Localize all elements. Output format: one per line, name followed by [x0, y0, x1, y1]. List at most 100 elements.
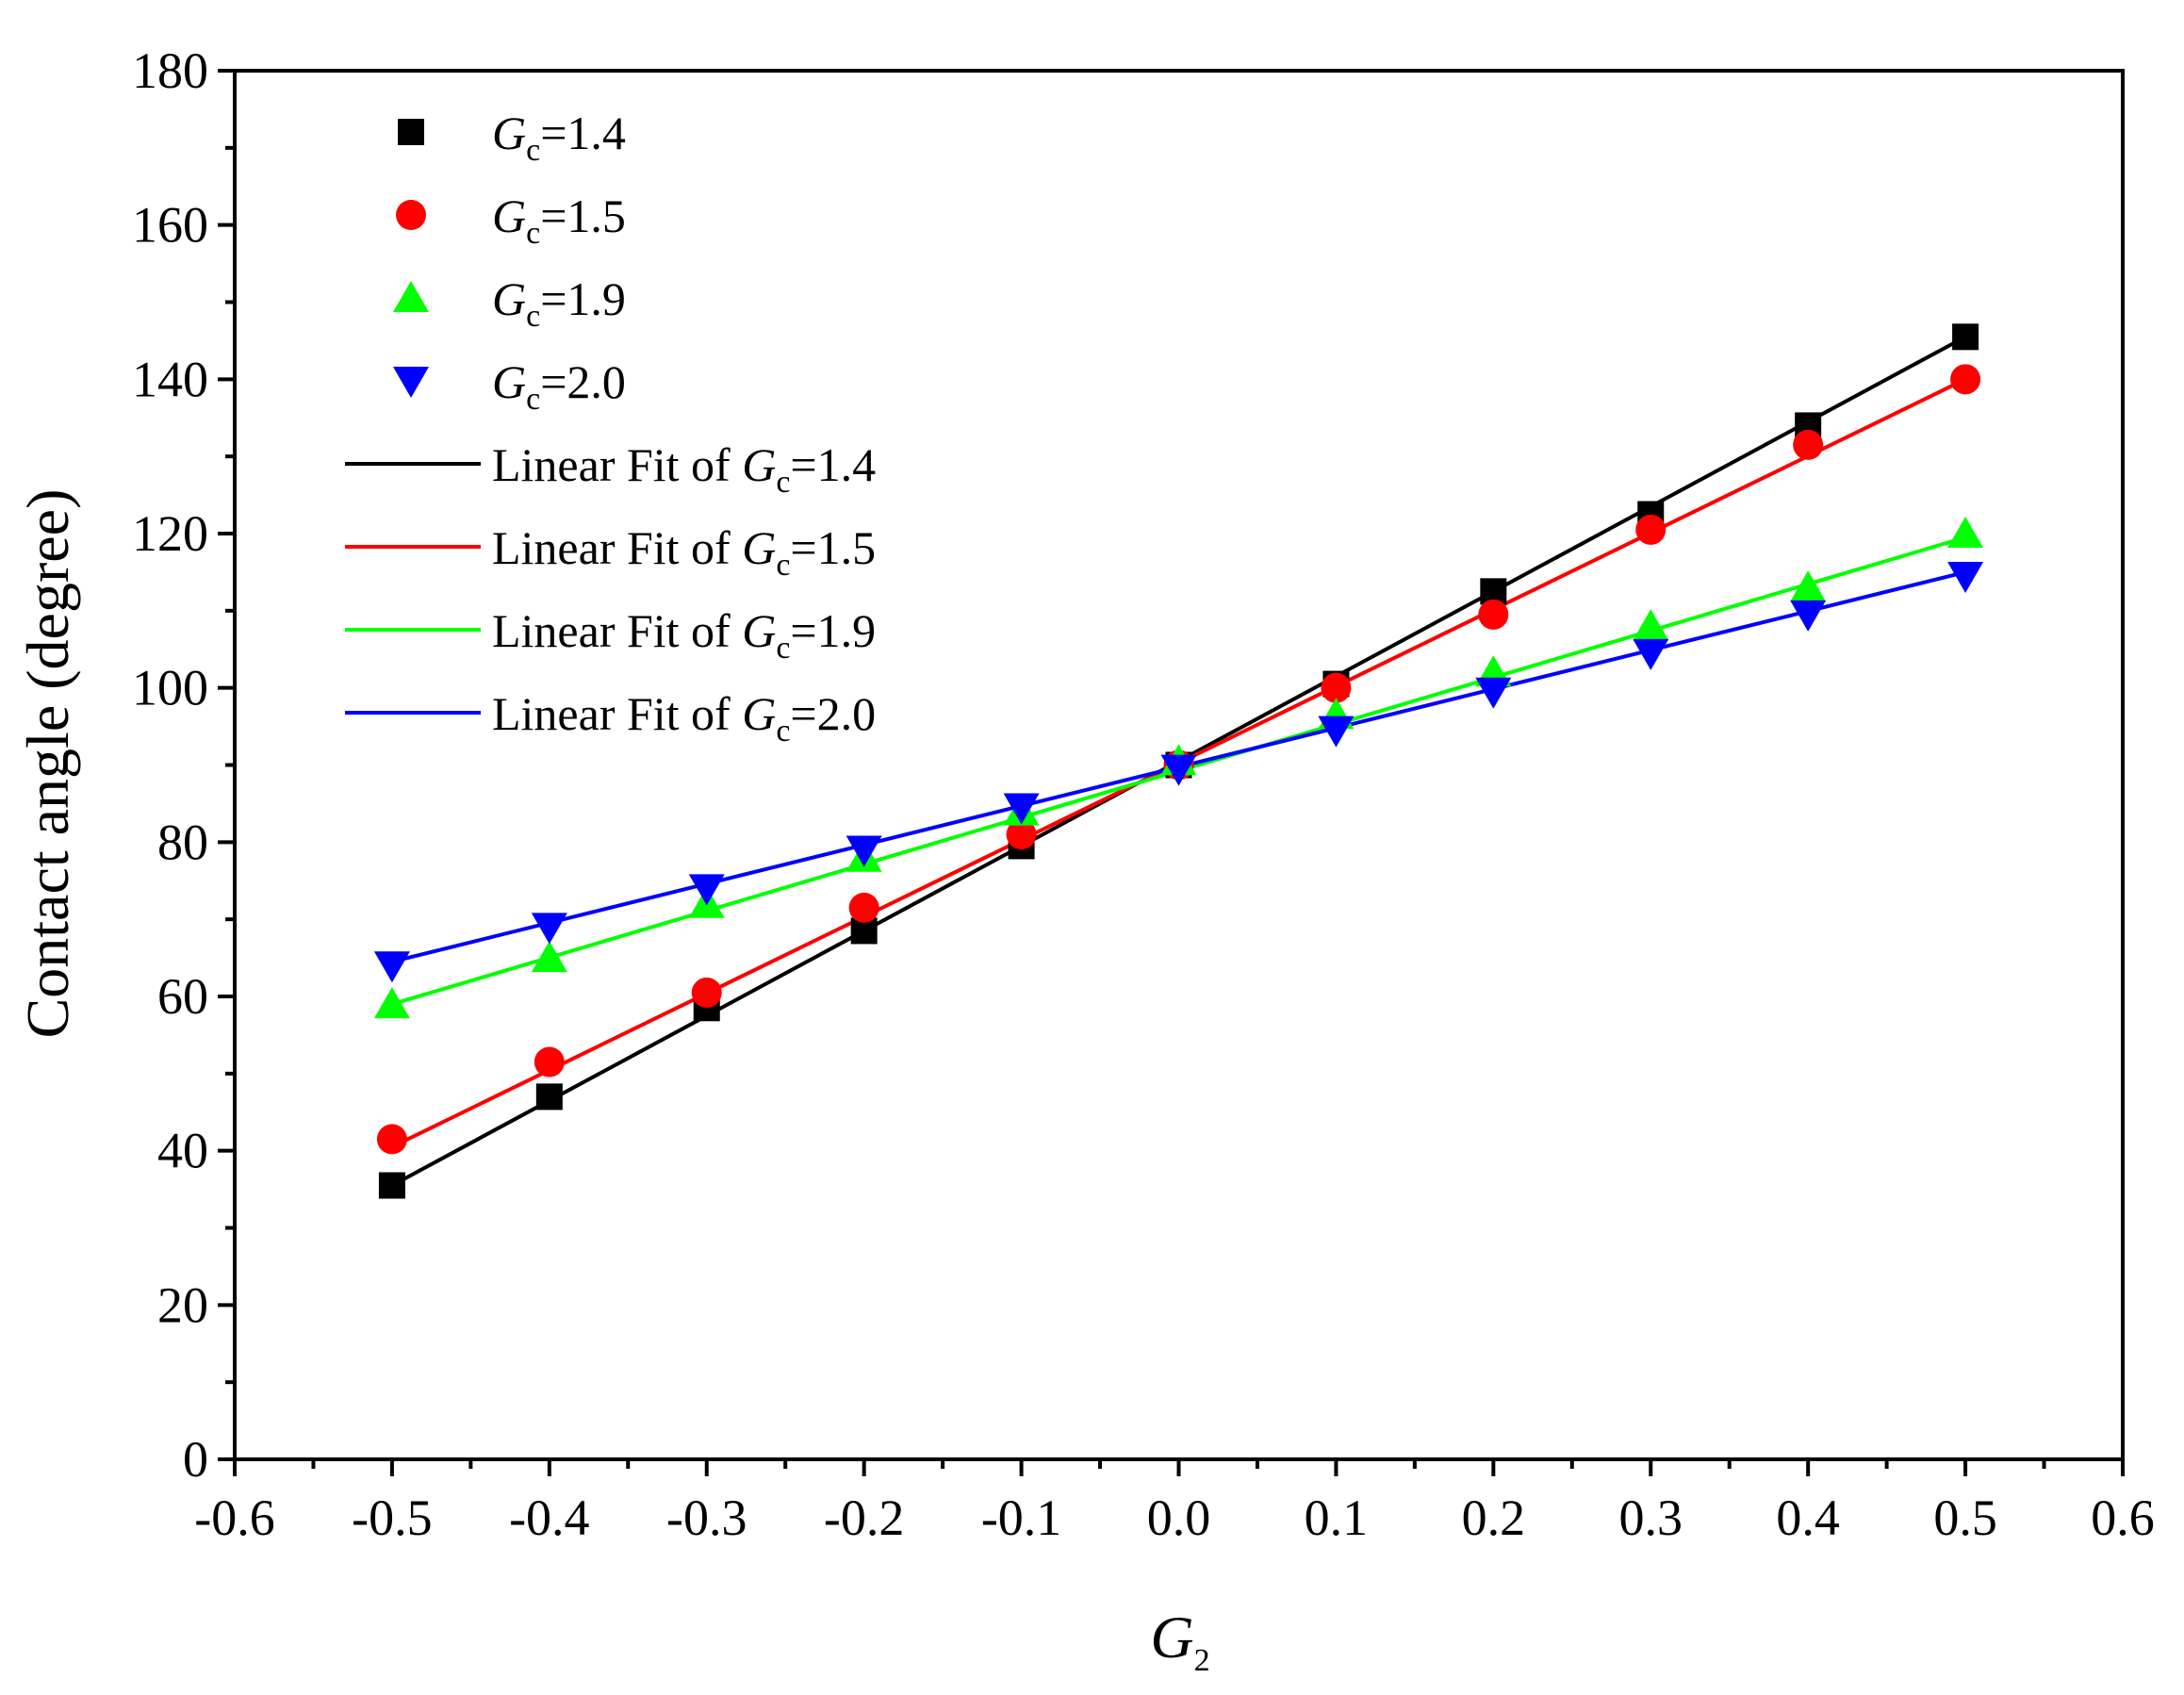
data-point-s2	[1947, 517, 1984, 548]
x-axis-title-main: G	[1150, 1604, 1193, 1670]
x-tick-label: -0.6	[194, 1489, 274, 1546]
legend-entry-3: Gc=2.0	[492, 355, 626, 417]
legend-marker-3	[393, 367, 429, 398]
legend-entry-1: Gc=1.5	[492, 189, 626, 251]
legend-subscript: c	[526, 216, 540, 251]
legend-symbol: G	[492, 189, 526, 242]
y-tick-label: 20	[157, 1276, 208, 1333]
x-axis-title: G2	[1150, 1604, 1209, 1678]
legend-symbol: G	[492, 355, 526, 408]
legend-subscript: c	[526, 299, 540, 334]
legend-value: =1.5	[540, 189, 626, 242]
legend-symbol: G	[742, 687, 776, 740]
legend-prefix: Linear Fit of	[492, 604, 742, 657]
data-point-s2	[373, 987, 410, 1019]
x-tick-label: -0.1	[981, 1489, 1061, 1546]
data-point-s1	[848, 892, 879, 923]
x-tick-label: 0.0	[1147, 1489, 1211, 1546]
legend-prefix: Linear Fit of	[492, 521, 742, 574]
data-point-s3	[531, 913, 567, 945]
data-point-s1	[534, 1046, 565, 1078]
legend-subscript: c	[526, 382, 540, 417]
data-point-s0	[535, 1083, 563, 1111]
legend-prefix: Linear Fit of	[492, 687, 742, 740]
x-axis-title-sub: 2	[1194, 1643, 1210, 1678]
legend-symbol: G	[742, 521, 776, 574]
legend-fit-entry-2: Linear Fit of Gc=1.9	[492, 604, 876, 666]
data-point-s3	[846, 835, 882, 867]
y-tick-label: 0	[183, 1431, 208, 1488]
legend-subscript: c	[776, 631, 790, 666]
x-tick-label: 0.5	[1933, 1489, 1997, 1546]
legend-fit-entry-1: Linear Fit of Gc=1.5	[492, 521, 876, 583]
legend-fit-entry-0: Linear Fit of Gc=1.4	[492, 438, 876, 500]
legend-subscript: c	[776, 548, 790, 583]
data-point-s1	[1635, 514, 1667, 545]
legend-entry-0: Gc=1.4	[492, 107, 626, 168]
data-point-s3	[688, 874, 725, 906]
x-tick-label: 0.2	[1462, 1489, 1526, 1546]
legend-value: =1.4	[540, 107, 626, 159]
data-point-s3	[1475, 677, 1512, 709]
y-tick-label: 120	[132, 505, 208, 562]
legend-entry-2: Gc=1.9	[492, 272, 626, 334]
legend-symbol: G	[742, 438, 776, 491]
x-tick-label: -0.4	[509, 1489, 589, 1546]
x-tick-label: 0.6	[2091, 1489, 2155, 1546]
data-point-s1	[376, 1124, 407, 1155]
data-point-s0	[1952, 323, 1979, 351]
y-tick-label: 100	[132, 660, 208, 716]
data-point-s1	[1478, 599, 1509, 630]
legend-value: =1.5	[790, 521, 876, 574]
x-tick-label: 0.3	[1619, 1489, 1683, 1546]
legend-symbol: G	[742, 604, 776, 657]
data-point-s1	[1321, 672, 1352, 703]
x-tick-label: 0.4	[1776, 1489, 1840, 1546]
legend-value: =1.9	[790, 604, 876, 657]
data-point-s1	[1950, 364, 1981, 395]
data-point-s3	[1160, 754, 1197, 786]
data-point-s1	[1793, 429, 1824, 460]
legend-marker-2	[393, 281, 429, 312]
x-tick-label: -0.2	[824, 1489, 904, 1546]
legend-value: =2.0	[790, 687, 876, 740]
x-tick-label: -0.3	[666, 1489, 747, 1546]
legend-marker-1	[396, 200, 426, 230]
data-point-s0	[378, 1172, 405, 1199]
legend-subscript: c	[776, 465, 790, 500]
legend-marker-0	[398, 119, 424, 145]
data-point-s3	[1003, 793, 1040, 825]
legend-prefix: Linear Fit of	[492, 438, 742, 491]
data-point-s1	[691, 977, 722, 1008]
data-markers	[373, 323, 1984, 1199]
data-point-s2	[531, 941, 567, 973]
data-point-s3	[373, 951, 410, 983]
y-axis-title: Contact angle (degree)	[14, 489, 81, 1039]
legend-value: =2.0	[540, 355, 626, 408]
legend-symbol: G	[492, 107, 526, 159]
data-point-s2	[1790, 570, 1827, 602]
data-point-s3	[1947, 562, 1984, 594]
legend-fit-entry-3: Linear Fit of Gc=2.0	[492, 687, 876, 749]
data-point-s3	[1318, 716, 1355, 748]
legend-subscript: c	[776, 714, 790, 749]
y-tick-label: 160	[132, 197, 208, 254]
x-tick-label: 0.1	[1305, 1489, 1369, 1546]
data-point-s2	[1633, 609, 1669, 641]
x-tick-label: -0.5	[352, 1489, 432, 1546]
y-tick-label: 60	[157, 968, 208, 1025]
y-tick-label: 180	[132, 42, 208, 99]
legend-value: =1.4	[790, 438, 876, 491]
legend-symbol: G	[492, 272, 526, 325]
y-tick-label: 40	[157, 1123, 208, 1179]
data-point-s3	[1790, 600, 1827, 632]
legend-value: =1.9	[540, 272, 626, 325]
y-tick-label: 80	[157, 814, 208, 870]
y-tick-label: 140	[132, 351, 208, 407]
data-point-s3	[1633, 638, 1669, 670]
data-point-s1	[1006, 819, 1037, 850]
legend-subscript: c	[526, 133, 540, 168]
axes: -0.6 -0.5 -0.4 -0.3 -0.2 -0.1 0.0 0.1 0.2 0.3 0.4 0…	[132, 42, 2155, 1546]
